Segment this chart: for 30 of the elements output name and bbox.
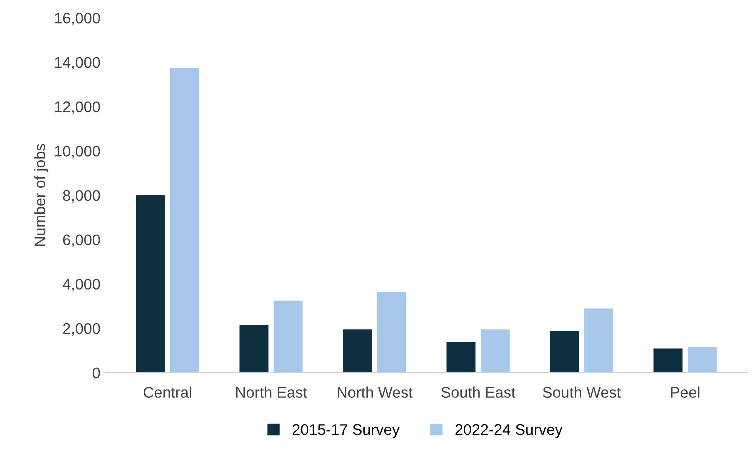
y-tick-label: 8,000 [63,190,100,203]
bar [343,330,372,373]
bar [584,308,614,373]
bar [688,347,717,373]
legend-label: 2022-24 Survey [456,424,563,438]
bar [136,195,166,373]
bar [240,325,269,373]
bar [377,292,406,373]
y-tick-label: 4,000 [62,279,100,292]
bar [654,348,683,373]
y-axis-title: Number of jobs [34,144,49,246]
bar [446,342,476,373]
x-tick-label: North West [338,386,413,398]
x-tick-label: North East [236,386,308,398]
x-tick-label: Peel [671,386,700,398]
x-tick-label: Central [144,386,192,398]
y-tick-label: 12,000 [55,102,100,114]
bar [274,300,303,373]
y-tick-label: 16,000 [55,12,100,26]
x-tick-label: South West [543,386,622,398]
legend-label: 2015-17 Survey [292,424,400,438]
y-tick-label: 6,000 [63,234,100,248]
x-tick-label: South East [442,386,516,398]
y-tick-label: 0 [92,368,100,379]
y-tick-label: 2,000 [63,323,100,336]
y-tick-label: 10,000 [55,146,100,159]
bar [550,331,580,373]
bar [480,330,510,373]
bar [170,68,200,373]
y-tick-label: 14,000 [55,57,100,70]
